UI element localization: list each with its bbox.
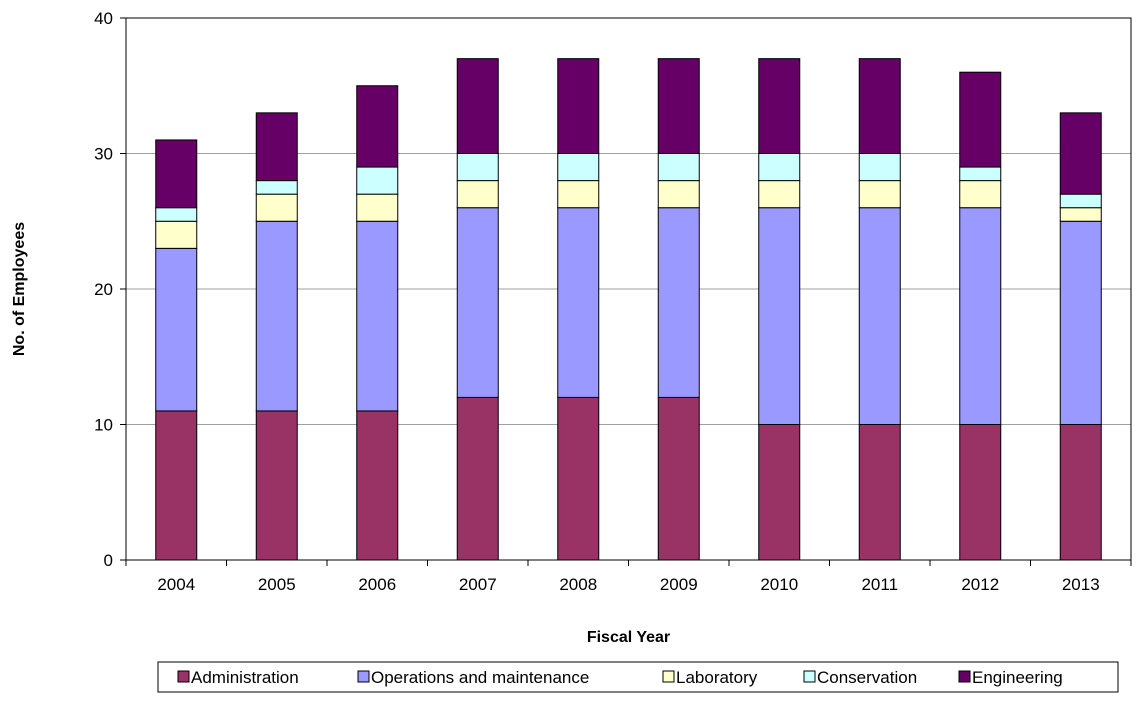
- bar-administration-2006: [356, 410, 399, 561]
- bar-engineering-2005: [255, 112, 298, 182]
- bar-operations-and-maintenance-2008: [557, 207, 600, 398]
- bar-administration-2009: [657, 396, 700, 561]
- bar-operations-and-maintenance-2013: [1059, 220, 1102, 425]
- tick-labels: 0 10 20 30 40 2004 2005 2006 2007 2008 2009 2010 201…: [94, 9, 1100, 594]
- bar-conservation-2011: [858, 153, 901, 182]
- legend-label: Engineering: [972, 668, 1063, 687]
- y-axis-title: No. of Employees: [11, 222, 28, 356]
- x-tick-label: 2007: [459, 575, 497, 594]
- bar-administration-2005: [255, 410, 298, 561]
- bar-laboratory-2013: [1059, 207, 1102, 222]
- legend-box: [157, 661, 1119, 693]
- legend-label: Laboratory: [676, 668, 758, 687]
- legend-label: Operations and maintenance: [371, 668, 589, 687]
- bar-engineering-2006: [356, 85, 399, 168]
- bar-conservation-2006: [356, 166, 399, 195]
- x-tick-label: 2013: [1062, 575, 1100, 594]
- bar-conservation-2013: [1059, 193, 1102, 209]
- bar-conservation-2012: [959, 166, 1002, 182]
- bar-administration-2007: [456, 396, 499, 561]
- x-tick-label: 2010: [760, 575, 798, 594]
- bar-conservation-2008: [557, 153, 600, 182]
- bar-conservation-2007: [456, 153, 499, 182]
- legend-swatch: [958, 670, 971, 683]
- bar-administration-2010: [758, 424, 801, 561]
- bar-engineering-2009: [657, 58, 700, 154]
- bar-laboratory-2012: [959, 180, 1002, 209]
- bar-operations-and-maintenance-2005: [255, 220, 298, 412]
- bar-engineering-2013: [1059, 112, 1102, 195]
- bar-administration-2012: [959, 424, 1002, 561]
- bar-laboratory-2004: [155, 220, 198, 249]
- x-tick-label: 2012: [961, 575, 999, 594]
- bar-laboratory-2008: [557, 180, 600, 209]
- bar-engineering-2010: [758, 58, 801, 154]
- bar-laboratory-2005: [255, 193, 298, 222]
- x-tick-label: 2009: [660, 575, 698, 594]
- bar-operations-and-maintenance-2006: [356, 220, 399, 412]
- legend-swatch: [803, 670, 816, 683]
- bar-conservation-2004: [155, 207, 198, 222]
- bar-administration-2008: [557, 396, 600, 561]
- bar-laboratory-2006: [356, 193, 399, 222]
- bar-operations-and-maintenance-2010: [758, 207, 801, 425]
- plot-area-border: [125, 17, 1132, 561]
- y-tick-label: 10: [94, 416, 113, 435]
- legend-swatch: [357, 670, 370, 683]
- bars: [155, 58, 1102, 561]
- legend-label: Conservation: [817, 668, 917, 687]
- bar-administration-2011: [858, 424, 901, 561]
- bar-laboratory-2009: [657, 180, 700, 209]
- legend-swatch: [177, 670, 190, 683]
- x-tick-label: 2004: [157, 575, 195, 594]
- bar-laboratory-2011: [858, 180, 901, 209]
- bar-administration-2013: [1059, 424, 1102, 561]
- x-tick-label: 2005: [258, 575, 296, 594]
- bar-conservation-2005: [255, 180, 298, 195]
- bar-administration-2004: [155, 410, 198, 561]
- y-tick-label: 40: [94, 9, 113, 28]
- bar-conservation-2010: [758, 153, 801, 182]
- bar-laboratory-2010: [758, 180, 801, 209]
- bar-operations-and-maintenance-2009: [657, 207, 700, 398]
- legend-swatch: [662, 670, 675, 683]
- bar-operations-and-maintenance-2012: [959, 207, 1002, 425]
- bar-engineering-2004: [155, 139, 198, 209]
- bar-engineering-2008: [557, 58, 600, 154]
- y-tick-label: 30: [94, 145, 113, 164]
- y-tick-label: 20: [94, 280, 113, 299]
- bar-laboratory-2007: [456, 180, 499, 209]
- axes: [120, 17, 1132, 566]
- bar-operations-and-maintenance-2004: [155, 247, 198, 412]
- bar-engineering-2012: [959, 71, 1002, 168]
- legend-label: Administration: [191, 668, 299, 687]
- bar-engineering-2007: [456, 58, 499, 154]
- x-tick-label: 2011: [861, 575, 898, 594]
- bar-conservation-2009: [657, 153, 700, 182]
- y-tick-label: 0: [104, 551, 113, 570]
- bar-engineering-2011: [858, 58, 901, 154]
- legend: Administration Operations and maintenance…: [157, 661, 1119, 693]
- bar-operations-and-maintenance-2011: [858, 207, 901, 425]
- x-tick-label: 2006: [358, 575, 396, 594]
- x-axis-title: Fiscal Year: [587, 629, 670, 646]
- bar-operations-and-maintenance-2007: [456, 207, 499, 398]
- x-tick-label: 2008: [559, 575, 597, 594]
